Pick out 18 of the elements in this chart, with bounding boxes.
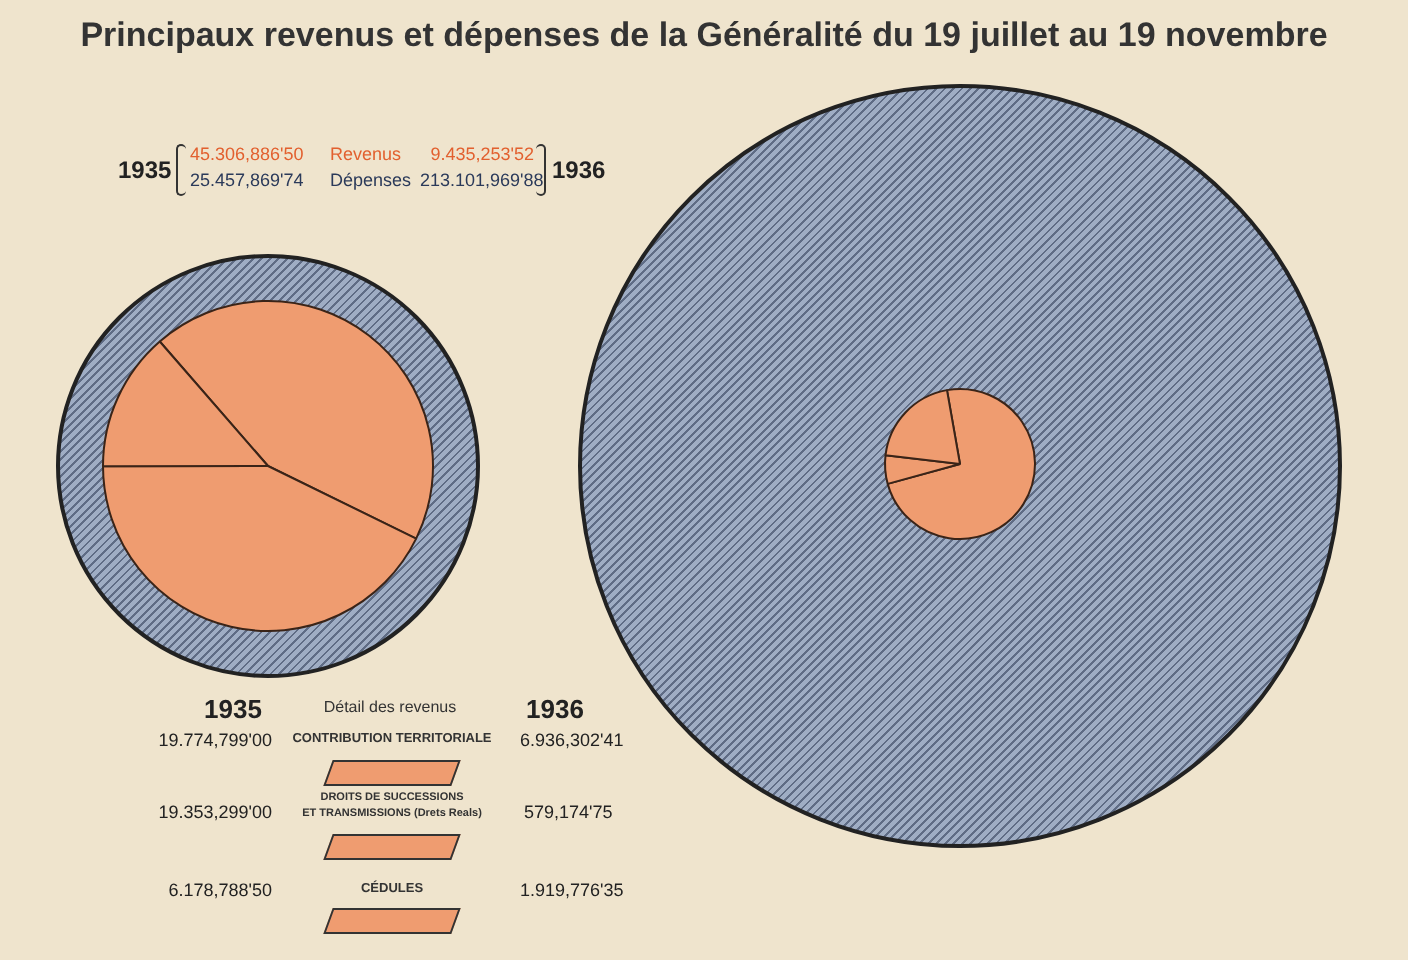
text: 25.457,869'74: [190, 170, 304, 190]
text: Détail des revenus: [321, 698, 459, 716]
text: 1936: [552, 156, 606, 184]
text: 1935: [118, 156, 172, 184]
text: 6.178,788'50: [166, 880, 272, 900]
text: Dépenses: [330, 170, 412, 190]
text: 9.435,253'52: [428, 144, 534, 164]
text: 19.353,299'00: [156, 802, 272, 822]
text: 45.306,886'50: [190, 144, 304, 164]
text: Principaux revenus et dépenses de la Généralité du 19 juillet au 19 novembre: [78, 16, 1330, 56]
text: 579,174'75: [524, 802, 613, 822]
text: 1936: [526, 694, 584, 724]
text: 19.774,799'00: [156, 730, 272, 750]
text: 1935: [204, 694, 262, 724]
text: 213.101,969'88: [420, 170, 544, 190]
text: 6.936,302'41: [520, 730, 624, 750]
text: 1.919,776'35: [520, 880, 624, 900]
text: Revenus: [330, 144, 402, 164]
